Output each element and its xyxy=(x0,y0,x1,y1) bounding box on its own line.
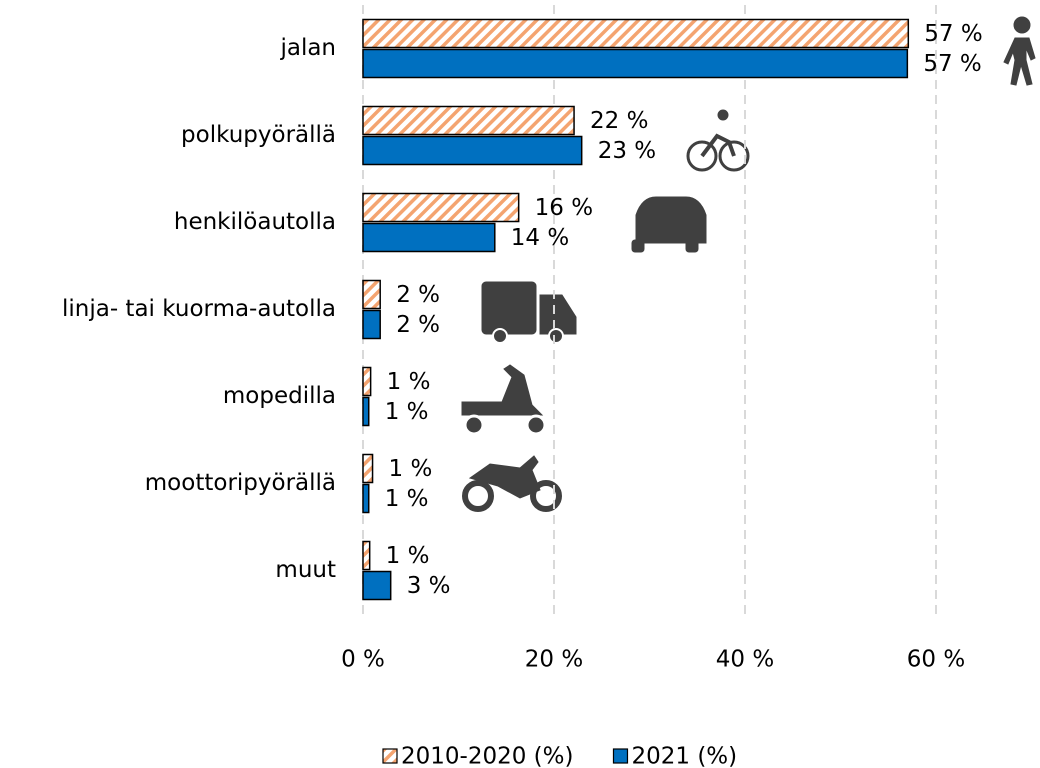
x-tick-label: 40 % xyxy=(716,647,774,673)
value-label: 1 % xyxy=(386,543,430,569)
value-label: 3 % xyxy=(407,573,451,599)
value-label: 1 % xyxy=(389,456,433,482)
bar xyxy=(362,48,909,79)
y-tick-label: mopedilla xyxy=(223,383,336,409)
bar xyxy=(362,366,372,397)
value-label: 22 % xyxy=(590,108,648,134)
x-tick-label: 60 % xyxy=(907,647,965,673)
y-tick-label: muut xyxy=(275,557,336,583)
bar xyxy=(362,192,520,223)
y-tick-label: henkilöautolla xyxy=(174,209,336,235)
value-label: 1 % xyxy=(385,486,429,512)
legend-label: 2021 (%) xyxy=(631,744,737,768)
value-label: 1 % xyxy=(387,369,431,395)
legend-swatch xyxy=(382,748,398,764)
value-label: 2 % xyxy=(396,282,440,308)
bar xyxy=(362,222,496,253)
value-label: 1 % xyxy=(385,399,429,425)
value-label: 2 % xyxy=(396,312,440,338)
legend-swatch xyxy=(612,748,629,764)
y-tick-label: polkupyörällä xyxy=(181,122,336,148)
legend-label: 2010-2020 (%) xyxy=(401,744,573,768)
value-label: 57 % xyxy=(923,51,981,77)
bar xyxy=(362,540,371,571)
value-label: 23 % xyxy=(598,138,656,164)
y-tick-label: linja- tai kuorma-autolla xyxy=(62,296,336,322)
bar xyxy=(362,105,575,136)
icons xyxy=(461,16,1036,512)
bar xyxy=(362,279,381,310)
value-label: 16 % xyxy=(535,195,593,221)
bar xyxy=(362,135,583,166)
value-label: 57 % xyxy=(924,21,982,47)
x-tick-label: 20 % xyxy=(525,647,583,673)
value-label: 14 % xyxy=(511,225,569,251)
bar xyxy=(362,453,374,484)
y-tick-label: jalan xyxy=(279,35,336,61)
x-tick-label: 0 % xyxy=(341,647,385,673)
bar xyxy=(362,570,392,601)
bar xyxy=(362,483,370,514)
bar xyxy=(362,396,370,427)
bar xyxy=(362,18,910,49)
y-tick-label: moottoripyörällä xyxy=(145,470,336,496)
bar xyxy=(362,309,381,340)
